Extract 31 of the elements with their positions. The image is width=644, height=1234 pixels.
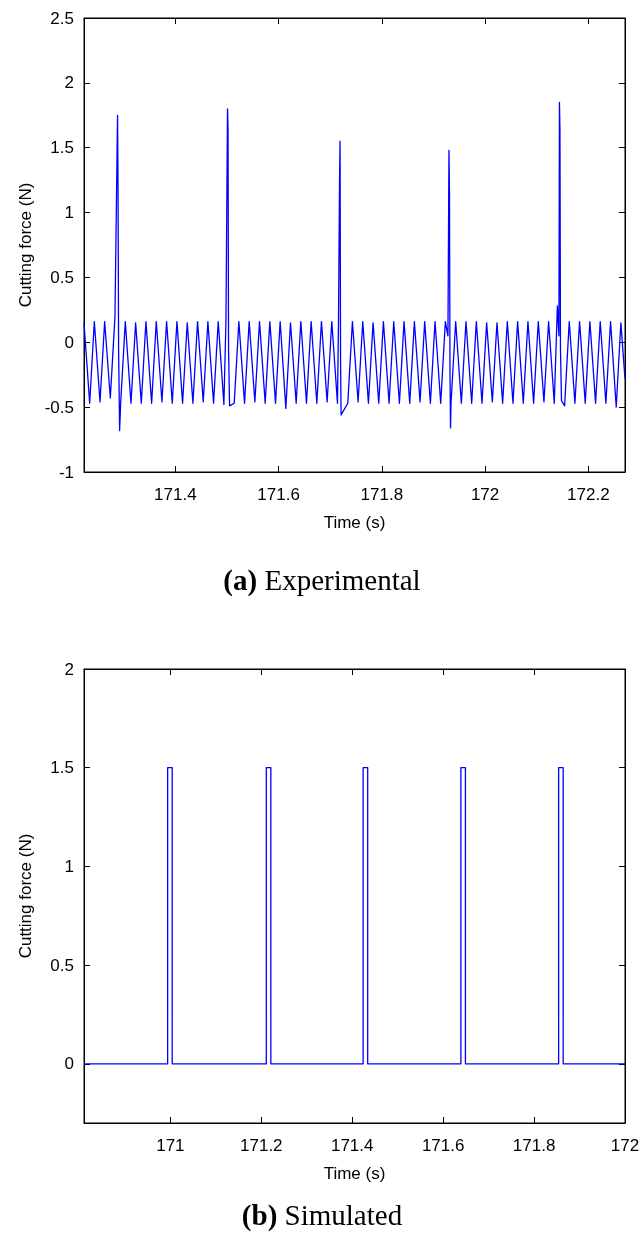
y-tick-label: -0.5 [44, 397, 74, 417]
y-tick-label: 1.5 [50, 758, 74, 778]
y-tick-label: 0 [64, 1054, 74, 1074]
y-tick-label: 0.5 [50, 267, 74, 287]
line-series [83, 101, 626, 432]
x-tick-label: 171.2 [240, 1136, 283, 1155]
x-tick-label: 171.8 [512, 1136, 556, 1155]
x-tick-label: 172 [470, 485, 500, 504]
x-tick-label: 171.6 [421, 1136, 465, 1155]
x-tick-label: 172.2 [567, 485, 610, 504]
y-tick-label: 1 [64, 856, 74, 876]
y-axis-title: Cutting force (N) [16, 833, 35, 959]
y-tick-label: 2.5 [50, 8, 74, 28]
x-tick-label: 171.8 [360, 485, 404, 504]
x-tick-label: 171.6 [257, 485, 300, 504]
y-tick-label: 1 [64, 203, 74, 223]
x-tick-label: 171.4 [330, 1136, 374, 1155]
y-tick-label: 2 [64, 73, 74, 93]
x-tick-label: 171.4 [154, 485, 197, 504]
y-tick-label: 0.5 [50, 955, 74, 975]
text: (a) Experimental [223, 563, 421, 597]
y-axis-title: Cutting force (N) [15, 182, 35, 308]
x-axis-title: Time (s) [323, 513, 386, 532]
x-tick-label: 172 [610, 1136, 640, 1155]
x-tick-label: 171 [156, 1136, 185, 1155]
y-tick-label: 0 [64, 332, 74, 352]
y-tick-label: 1.5 [50, 138, 74, 158]
y-tick-label: 2 [64, 659, 74, 679]
text: (b) Simulated [241, 1198, 403, 1232]
y-tick-label: -1 [58, 462, 74, 482]
x-axis-title: Time (s) [323, 1164, 386, 1183]
